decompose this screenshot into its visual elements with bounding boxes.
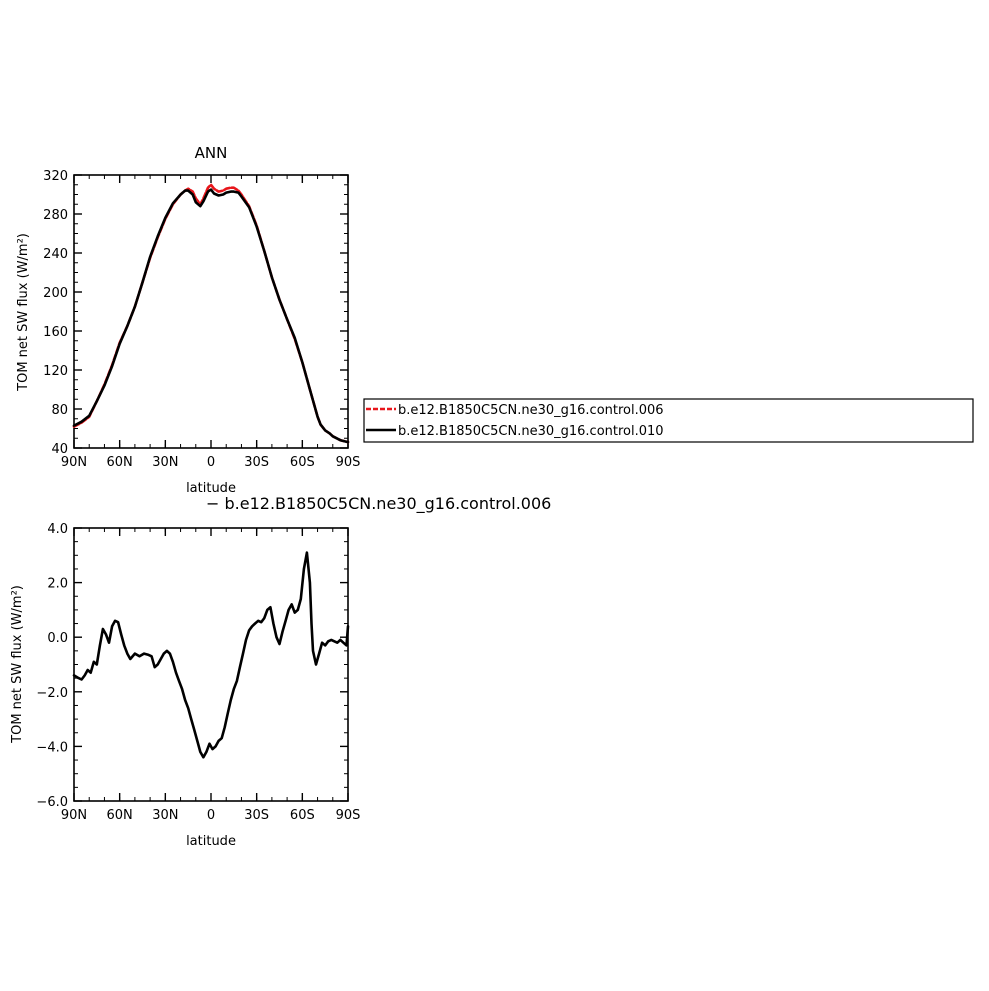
bottom-y-axis-title: TOM net SW flux (W/m²) (10, 585, 25, 744)
top-y-tick-label: 280 (43, 208, 68, 223)
bottom-x-tick-label: 0 (207, 808, 215, 823)
legend-box (363, 398, 974, 443)
bottom-x-tick-label: 90N (61, 808, 87, 823)
bottom-y-tick-label: −6.0 (36, 795, 68, 810)
top-y-tick-label: 240 (43, 247, 68, 262)
top-y-tick-label: 320 (43, 169, 68, 184)
top-y-tick-label: 200 (43, 286, 68, 301)
bottom-x-tick-label: 90S (336, 808, 361, 823)
legend-label-006: b.e12.B1850C5CN.ne30_g16.control.006 (398, 403, 664, 418)
top-x-tick-label: 90S (336, 455, 361, 470)
bottom-series-line-0 (72, 551, 350, 759)
top-x-tick-label: 30S (244, 455, 269, 470)
legend: b.e12.B1850C5CN.ne30_g16.control.006 b.e… (363, 398, 974, 443)
top-y-tick-label: 40 (51, 442, 68, 457)
legend-label-010: b.e12.B1850C5CN.ne30_g16.control.010 (398, 424, 664, 439)
bottom-y-tick-label: 0.0 (47, 631, 68, 646)
bottom-x-tick-label: 30N (152, 808, 178, 823)
bottom-x-tick-label: 60S (290, 808, 315, 823)
bottom-x-tick-label: 30S (244, 808, 269, 823)
top-plot-title: ANN (195, 144, 228, 162)
top-y-tick-label: 120 (43, 364, 68, 379)
bottom-panel: − b.e12.B1850C5CN.ne30_g16.control.006 l… (10, 494, 551, 849)
top-y-axis-title: TOM net SW flux (W/m²) (16, 233, 31, 392)
top-x-tick-label: 0 (207, 455, 215, 470)
bottom-x-tick-label: 60N (107, 808, 133, 823)
bottom-x-axis-title: latitude (186, 834, 236, 849)
top-series-line-1 (72, 188, 350, 444)
bottom-plot-frame (73, 527, 349, 802)
top-x-tick-label: 30N (152, 455, 178, 470)
bottom-y-tick-label: −2.0 (36, 686, 68, 701)
top-y-tick-label: 160 (43, 325, 68, 340)
top-x-tick-label: 90N (61, 455, 87, 470)
top-x-tick-label: 60N (107, 455, 133, 470)
top-series-line-0 (72, 183, 350, 444)
top-x-axis-title: latitude (186, 481, 236, 496)
bottom-y-tick-label: 4.0 (47, 522, 68, 537)
top-x-tick-label: 60S (290, 455, 315, 470)
bottom-plot-subtitle: − b.e12.B1850C5CN.ne30_g16.control.006 (206, 494, 551, 514)
bottom-y-tick-label: −4.0 (36, 740, 68, 755)
top-plot-frame (73, 174, 349, 449)
bottom-y-tick-label: 2.0 (47, 577, 68, 592)
top-panel: ANN latitude TOM net SW flux (W/m²) 90N 6… (16, 144, 360, 496)
top-y-tick-label: 80 (51, 403, 68, 418)
